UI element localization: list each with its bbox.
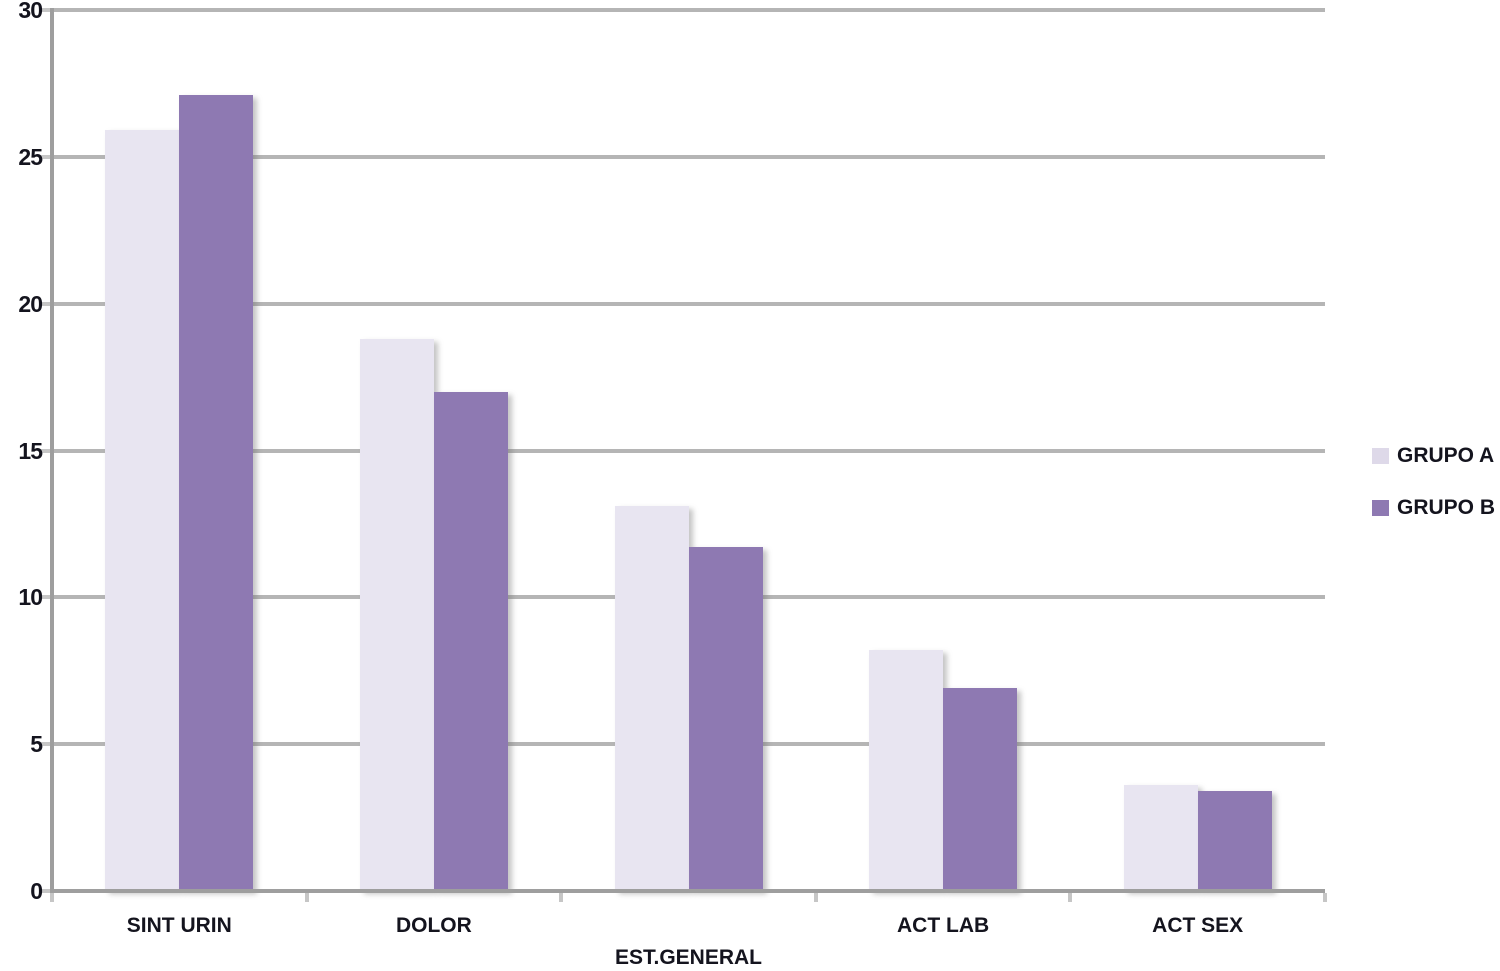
gridline bbox=[52, 8, 1325, 12]
y-axis-line bbox=[50, 8, 54, 893]
y-tick-label: 10 bbox=[18, 584, 43, 611]
y-tick bbox=[41, 154, 52, 159]
x-category-label-est-general: EST.GENERAL bbox=[614, 946, 763, 969]
bar-grupo-a-sint-urin bbox=[105, 130, 180, 891]
bar-grupo-b-dolor bbox=[433, 391, 508, 891]
legend-swatch-grupo-b bbox=[1372, 500, 1389, 516]
x-tick bbox=[1323, 893, 1327, 902]
y-tick-label: 20 bbox=[18, 290, 43, 317]
legend-label: GRUPO B bbox=[1397, 496, 1496, 519]
y-tick bbox=[41, 889, 52, 893]
bar-grupo-a-dolor bbox=[359, 338, 434, 891]
y-tick-label: 25 bbox=[18, 143, 43, 170]
bar-grupo-a-act-sex bbox=[1123, 785, 1198, 891]
x-axis-line bbox=[52, 889, 1325, 893]
y-tick bbox=[41, 8, 52, 12]
y-tick-label: 30 bbox=[18, 0, 43, 23]
y-tick-label: 5 bbox=[30, 731, 43, 758]
legend-swatch-grupo-a bbox=[1372, 448, 1389, 464]
bar-grupo-a-est-general bbox=[614, 506, 689, 891]
bar-grupo-b-act-sex bbox=[1197, 791, 1272, 891]
x-tick bbox=[304, 893, 309, 902]
bar-grupo-b-est-general bbox=[688, 547, 763, 891]
x-category-label-act-lab: ACT LAB bbox=[897, 914, 990, 937]
legend-label: GRUPO A bbox=[1397, 444, 1495, 467]
gridline bbox=[52, 448, 1325, 453]
bar-grupo-b-sint-urin bbox=[179, 95, 254, 891]
x-category-label-dolor: DOLOR bbox=[395, 914, 472, 937]
legend-item-grupo-b: GRUPO B bbox=[1372, 493, 1495, 523]
x-tick bbox=[559, 893, 564, 902]
y-tick bbox=[41, 595, 52, 600]
y-tick-label: 15 bbox=[18, 437, 43, 464]
x-category-label-sint-urin: SINT URIN bbox=[126, 914, 232, 937]
y-tick bbox=[41, 301, 52, 306]
y-tick bbox=[41, 742, 52, 747]
legend-item-grupo-a: GRUPO A bbox=[1372, 441, 1495, 471]
y-tick bbox=[41, 448, 52, 453]
y-tick-label: 0 bbox=[30, 878, 43, 904]
x-category-label-act-sex: ACT SEX bbox=[1152, 914, 1244, 937]
gridline bbox=[52, 301, 1325, 306]
gridline bbox=[52, 154, 1325, 159]
legend: GRUPO A GRUPO B bbox=[1372, 441, 1495, 523]
bar-grupo-a-act-lab bbox=[869, 650, 944, 891]
x-tick bbox=[50, 893, 54, 902]
bar-grupo-b-act-lab bbox=[943, 688, 1018, 891]
x-tick bbox=[1068, 893, 1073, 902]
x-tick bbox=[813, 893, 818, 902]
